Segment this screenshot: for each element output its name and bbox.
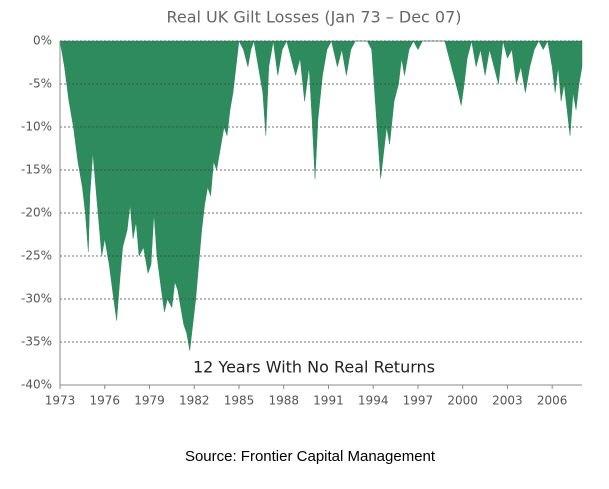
y-tick-label: 0% bbox=[33, 34, 52, 48]
annotation: 12 Years With No Real Returns bbox=[193, 358, 435, 377]
y-tick-label: -40% bbox=[21, 378, 52, 392]
x-tick-label: 1982 bbox=[179, 394, 210, 408]
x-tick-label: 1976 bbox=[89, 394, 120, 408]
x-tick-label: 1991 bbox=[313, 394, 344, 408]
x-tick-label: 1994 bbox=[358, 394, 389, 408]
y-tick-label: -30% bbox=[21, 292, 52, 306]
x-tick-label: 1973 bbox=[45, 394, 76, 408]
x-tick-label: 2003 bbox=[492, 394, 523, 408]
y-tick-label: -35% bbox=[21, 335, 52, 349]
chart-title: Real UK Gilt Losses (Jan 73 – Dec 07) bbox=[166, 8, 461, 27]
x-tick-label: 1979 bbox=[134, 394, 165, 408]
y-tick-label: -20% bbox=[21, 206, 52, 220]
x-tick-label: 2006 bbox=[537, 394, 568, 408]
y-tick-label: -10% bbox=[21, 120, 52, 134]
area bbox=[59, 40, 583, 351]
x-tick-label: 1997 bbox=[403, 394, 434, 408]
source-note: Source: Frontier Capital Management bbox=[185, 448, 436, 465]
x-tick-label: 2000 bbox=[447, 394, 478, 408]
x-tick-label: 1985 bbox=[224, 394, 255, 408]
y-tick-label: -15% bbox=[21, 163, 52, 177]
y-tick-label: -5% bbox=[29, 77, 52, 91]
x-tick-label: 1988 bbox=[268, 394, 299, 408]
y-tick-label: -25% bbox=[21, 249, 52, 263]
